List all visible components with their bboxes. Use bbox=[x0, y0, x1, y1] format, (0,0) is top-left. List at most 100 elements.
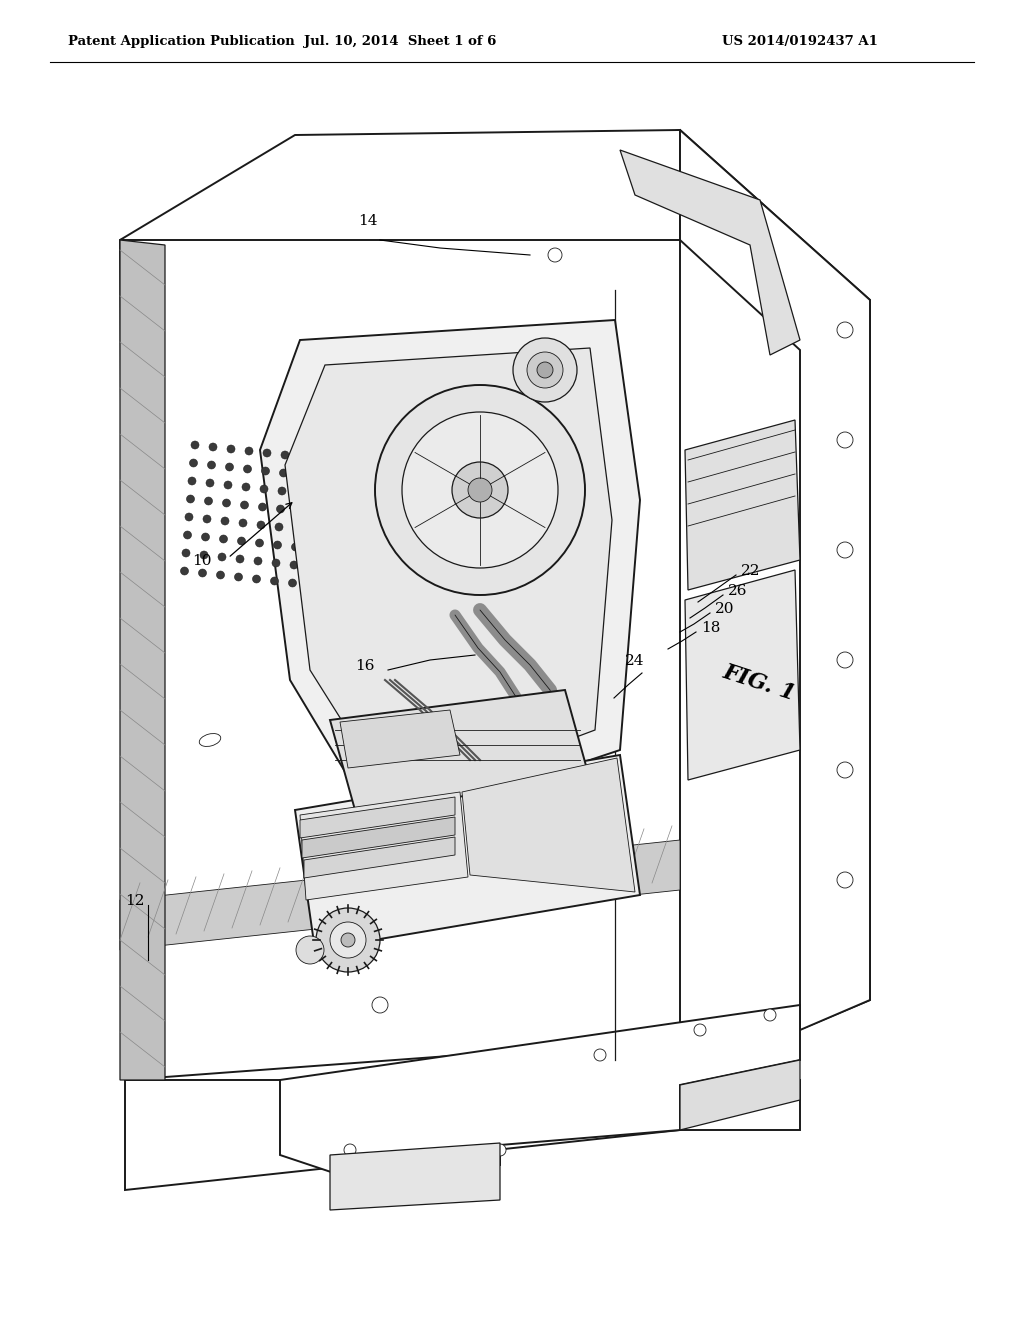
Circle shape bbox=[281, 451, 289, 459]
Circle shape bbox=[199, 569, 207, 577]
Circle shape bbox=[227, 445, 234, 453]
Circle shape bbox=[276, 506, 285, 513]
Circle shape bbox=[189, 459, 198, 467]
Polygon shape bbox=[295, 755, 640, 950]
Circle shape bbox=[468, 478, 492, 502]
Polygon shape bbox=[680, 1060, 800, 1130]
Circle shape bbox=[253, 576, 260, 583]
Circle shape bbox=[837, 873, 853, 888]
Polygon shape bbox=[620, 150, 800, 355]
Text: US 2014/0192437 A1: US 2014/0192437 A1 bbox=[722, 36, 878, 49]
Circle shape bbox=[200, 550, 208, 558]
Circle shape bbox=[278, 487, 286, 495]
Circle shape bbox=[245, 447, 253, 455]
Text: 22: 22 bbox=[741, 564, 761, 578]
Polygon shape bbox=[125, 1080, 800, 1191]
Circle shape bbox=[344, 1144, 356, 1156]
Circle shape bbox=[375, 385, 585, 595]
Polygon shape bbox=[120, 129, 800, 1080]
Circle shape bbox=[837, 762, 853, 777]
Circle shape bbox=[180, 568, 188, 576]
Circle shape bbox=[548, 248, 562, 261]
Circle shape bbox=[261, 467, 269, 475]
Polygon shape bbox=[120, 240, 165, 1080]
Polygon shape bbox=[260, 319, 640, 830]
Circle shape bbox=[837, 432, 853, 447]
Polygon shape bbox=[300, 797, 455, 838]
Circle shape bbox=[316, 908, 380, 972]
Circle shape bbox=[275, 523, 283, 531]
Circle shape bbox=[330, 921, 366, 958]
Text: Patent Application Publication: Patent Application Publication bbox=[68, 36, 295, 49]
Circle shape bbox=[256, 539, 263, 546]
Circle shape bbox=[292, 543, 299, 550]
Text: 12: 12 bbox=[125, 894, 144, 908]
Circle shape bbox=[221, 517, 229, 525]
Circle shape bbox=[280, 469, 288, 477]
Circle shape bbox=[289, 579, 297, 587]
Circle shape bbox=[239, 519, 247, 527]
Circle shape bbox=[837, 543, 853, 558]
Polygon shape bbox=[330, 690, 590, 810]
Circle shape bbox=[341, 933, 355, 946]
Circle shape bbox=[290, 561, 298, 569]
Text: FIG. 1: FIG. 1 bbox=[720, 661, 799, 705]
Text: Jul. 10, 2014  Sheet 1 of 6: Jul. 10, 2014 Sheet 1 of 6 bbox=[304, 36, 497, 49]
Polygon shape bbox=[340, 710, 460, 768]
Circle shape bbox=[694, 1024, 706, 1036]
Circle shape bbox=[296, 936, 324, 964]
Circle shape bbox=[205, 498, 213, 506]
Circle shape bbox=[186, 495, 195, 503]
Circle shape bbox=[298, 471, 305, 479]
Polygon shape bbox=[120, 129, 680, 240]
Text: 18: 18 bbox=[701, 620, 720, 635]
Circle shape bbox=[258, 503, 266, 511]
Circle shape bbox=[402, 412, 558, 568]
Circle shape bbox=[254, 557, 262, 565]
Polygon shape bbox=[120, 840, 680, 950]
Circle shape bbox=[527, 352, 563, 388]
Circle shape bbox=[272, 558, 280, 568]
Circle shape bbox=[208, 461, 215, 469]
Circle shape bbox=[185, 513, 193, 521]
Text: 20: 20 bbox=[715, 602, 734, 616]
Text: 26: 26 bbox=[728, 583, 748, 598]
Circle shape bbox=[764, 1008, 776, 1020]
Circle shape bbox=[241, 502, 249, 510]
Circle shape bbox=[242, 483, 250, 491]
Circle shape bbox=[273, 541, 282, 549]
Text: 16: 16 bbox=[355, 659, 375, 673]
Circle shape bbox=[270, 577, 279, 585]
Circle shape bbox=[260, 484, 268, 492]
Polygon shape bbox=[330, 1143, 500, 1210]
Circle shape bbox=[218, 553, 226, 561]
Circle shape bbox=[224, 480, 232, 488]
Circle shape bbox=[293, 525, 301, 533]
Circle shape bbox=[191, 441, 199, 449]
Circle shape bbox=[837, 322, 853, 338]
Circle shape bbox=[452, 462, 508, 517]
Circle shape bbox=[202, 533, 210, 541]
Circle shape bbox=[263, 449, 271, 457]
Circle shape bbox=[295, 507, 302, 515]
Circle shape bbox=[188, 477, 196, 484]
Polygon shape bbox=[680, 129, 870, 1080]
Polygon shape bbox=[300, 792, 468, 900]
Text: 14: 14 bbox=[358, 214, 378, 228]
Polygon shape bbox=[280, 1005, 800, 1175]
Circle shape bbox=[837, 652, 853, 668]
Circle shape bbox=[234, 573, 243, 581]
Polygon shape bbox=[685, 420, 800, 590]
Circle shape bbox=[209, 444, 217, 451]
Polygon shape bbox=[462, 758, 635, 892]
Text: 10: 10 bbox=[193, 554, 212, 568]
Circle shape bbox=[594, 1049, 606, 1061]
Circle shape bbox=[219, 535, 227, 543]
Polygon shape bbox=[304, 837, 455, 878]
Circle shape bbox=[236, 554, 244, 564]
Circle shape bbox=[222, 499, 230, 507]
Circle shape bbox=[203, 515, 211, 523]
Circle shape bbox=[216, 572, 224, 579]
Circle shape bbox=[537, 362, 553, 378]
Circle shape bbox=[225, 463, 233, 471]
